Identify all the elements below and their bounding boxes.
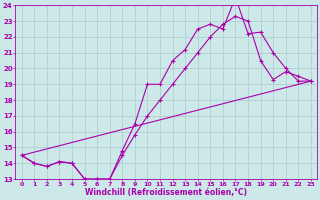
X-axis label: Windchill (Refroidissement éolien,°C): Windchill (Refroidissement éolien,°C) <box>85 188 247 197</box>
